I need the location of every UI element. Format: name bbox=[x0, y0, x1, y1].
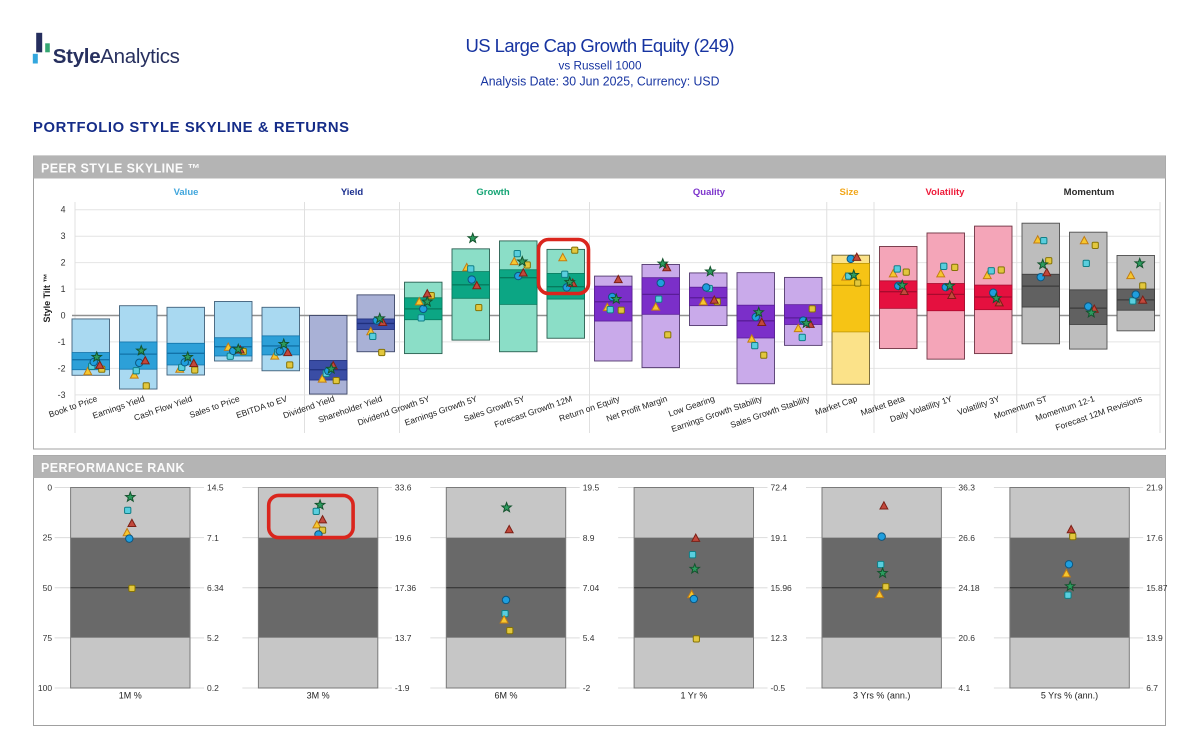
svg-text:-0.5: -0.5 bbox=[771, 683, 786, 693]
svg-text:19.5: 19.5 bbox=[583, 483, 600, 493]
svg-text:36.3: 36.3 bbox=[958, 483, 975, 493]
svg-text:-2: -2 bbox=[58, 363, 66, 373]
svg-text:-3: -3 bbox=[58, 390, 66, 400]
svg-text:17.6: 17.6 bbox=[1146, 533, 1163, 543]
svg-text:Analysis Date: 30 Jun 2025, Cu: Analysis Date: 30 Jun 2025, Currency: US… bbox=[481, 75, 720, 89]
svg-text:8.9: 8.9 bbox=[583, 533, 595, 543]
svg-text:StyleAnalytics: StyleAnalytics bbox=[53, 45, 180, 68]
svg-text:Momentum: Momentum bbox=[1064, 187, 1115, 198]
svg-text:12.3: 12.3 bbox=[771, 633, 788, 643]
svg-text:1 Yr %: 1 Yr % bbox=[680, 691, 707, 701]
svg-text:5 Yrs % (ann.): 5 Yrs % (ann.) bbox=[1041, 691, 1098, 701]
svg-text:-1.9: -1.9 bbox=[395, 683, 410, 693]
svg-text:PEER STYLE SKYLINE ™: PEER STYLE SKYLINE ™ bbox=[41, 162, 200, 176]
svg-text:50: 50 bbox=[43, 583, 53, 593]
svg-text:5.4: 5.4 bbox=[583, 633, 595, 643]
svg-text:-2: -2 bbox=[583, 683, 591, 693]
svg-text:Style Tilt ™: Style Tilt ™ bbox=[42, 274, 52, 323]
svg-text:5.2: 5.2 bbox=[207, 633, 219, 643]
svg-text:7.04: 7.04 bbox=[583, 583, 600, 593]
svg-text:6.34: 6.34 bbox=[207, 583, 224, 593]
svg-text:4: 4 bbox=[61, 205, 66, 215]
svg-text:75: 75 bbox=[43, 633, 53, 643]
svg-text:2: 2 bbox=[61, 258, 66, 268]
svg-text:25: 25 bbox=[43, 533, 53, 543]
svg-text:15.87: 15.87 bbox=[1146, 583, 1168, 593]
svg-text:PERFORMANCE RANK: PERFORMANCE RANK bbox=[41, 461, 185, 475]
svg-text:US Large Cap Growth Equity (24: US Large Cap Growth Equity (249) bbox=[466, 35, 735, 56]
svg-text:19.6: 19.6 bbox=[395, 533, 412, 543]
svg-text:17.36: 17.36 bbox=[395, 583, 417, 593]
svg-text:3M %: 3M % bbox=[307, 691, 330, 701]
svg-text:Size: Size bbox=[839, 187, 858, 198]
svg-text:3 Yrs % (ann.): 3 Yrs % (ann.) bbox=[853, 691, 910, 701]
svg-text:26.6: 26.6 bbox=[958, 533, 975, 543]
svg-text:20.6: 20.6 bbox=[958, 633, 975, 643]
svg-text:1: 1 bbox=[61, 284, 66, 294]
svg-text:-1: -1 bbox=[58, 337, 66, 347]
svg-text:vs Russell 1000: vs Russell 1000 bbox=[559, 59, 642, 73]
svg-text:Volatility: Volatility bbox=[926, 187, 966, 198]
svg-text:Quality: Quality bbox=[693, 187, 726, 198]
svg-text:13.7: 13.7 bbox=[395, 633, 412, 643]
svg-text:3: 3 bbox=[61, 231, 66, 241]
svg-text:24.18: 24.18 bbox=[958, 583, 980, 593]
svg-text:72.4: 72.4 bbox=[771, 483, 788, 493]
svg-text:100: 100 bbox=[38, 683, 52, 693]
svg-text:21.9: 21.9 bbox=[1146, 483, 1163, 493]
svg-text:6M %: 6M % bbox=[494, 691, 517, 701]
svg-text:7.1: 7.1 bbox=[207, 533, 219, 543]
svg-text:6.7: 6.7 bbox=[1146, 683, 1158, 693]
svg-text:0: 0 bbox=[61, 311, 66, 321]
svg-text:Yield: Yield bbox=[341, 187, 364, 198]
svg-text:4.1: 4.1 bbox=[958, 683, 970, 693]
svg-text:19.1: 19.1 bbox=[771, 533, 788, 543]
svg-text:14.5: 14.5 bbox=[207, 483, 224, 493]
svg-text:0: 0 bbox=[47, 483, 52, 493]
svg-text:13.9: 13.9 bbox=[1146, 633, 1163, 643]
svg-text:PORTFOLIO STYLE SKYLINE & RETU: PORTFOLIO STYLE SKYLINE & RETURNS bbox=[33, 120, 350, 136]
svg-text:1M %: 1M % bbox=[119, 691, 142, 701]
svg-text:15.96: 15.96 bbox=[771, 583, 793, 593]
svg-text:Value: Value bbox=[174, 187, 199, 198]
svg-text:0.2: 0.2 bbox=[207, 683, 219, 693]
svg-text:Growth: Growth bbox=[476, 187, 509, 198]
svg-text:33.6: 33.6 bbox=[395, 483, 412, 493]
